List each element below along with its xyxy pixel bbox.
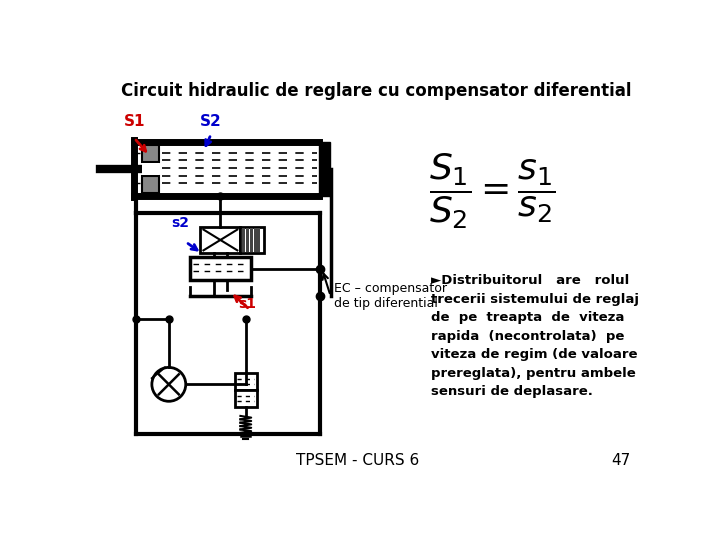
Bar	[235, 390, 256, 407]
Text: 47: 47	[611, 453, 631, 468]
Bar	[142, 163, 159, 175]
Text: TPSEM - CURS 6: TPSEM - CURS 6	[296, 453, 419, 468]
Bar	[319, 142, 330, 195]
Text: EC – compensator
de tip diferential: EC – compensator de tip diferential	[334, 282, 447, 310]
Text: S2: S2	[199, 114, 221, 129]
Bar	[242, 228, 245, 252]
Text: ►Distribuitorul   are   rolul
trecerii sistemului de reglaj
de  pe  treapta  de : ►Distribuitorul are rolul trecerii siste…	[431, 274, 639, 398]
Bar	[240, 226, 264, 253]
Bar	[189, 257, 251, 280]
Bar	[235, 373, 256, 390]
Bar	[250, 228, 253, 252]
Text: S1: S1	[124, 114, 145, 129]
Bar	[246, 228, 249, 252]
Bar	[142, 145, 159, 162]
Text: s1: s1	[238, 298, 256, 312]
Bar	[142, 176, 159, 193]
Bar	[257, 228, 261, 252]
Bar	[253, 228, 256, 252]
Bar	[200, 226, 240, 253]
Text: Circuit hidraulic de reglare cu compensator diferential: Circuit hidraulic de reglare cu compensa…	[122, 82, 632, 100]
Text: $\dfrac{S_1}{S_2} = \dfrac{s_1}{s_2}$: $\dfrac{S_1}{S_2} = \dfrac{s_1}{s_2}$	[429, 152, 556, 232]
Text: s2: s2	[171, 217, 189, 231]
